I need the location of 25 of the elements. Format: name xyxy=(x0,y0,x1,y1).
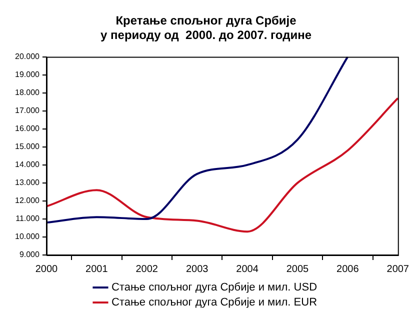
line-series xyxy=(45,97,399,233)
y-tick-label: 19.000 xyxy=(15,70,40,80)
y-tick-label: 10.000 xyxy=(15,232,40,242)
y-tick-label: 9.000 xyxy=(19,250,40,260)
x-tick-label: 2006 xyxy=(336,264,360,275)
y-tick-label: 12.000 xyxy=(15,196,40,206)
y-tick-label: 17.000 xyxy=(15,106,40,116)
x-tick-label: 2003 xyxy=(186,264,209,275)
y-tick-label: 11.000 xyxy=(16,214,40,224)
y-tick-label: 20.000 xyxy=(15,52,40,62)
y-tick-label: 15.000 xyxy=(15,142,40,152)
y-tick-label: 16.000 xyxy=(15,124,40,134)
x-tick-label: 2001 xyxy=(86,264,108,275)
chart-title: Кретање спољног дуга Србије у периоду од 2000. до 2007. године xyxy=(100,14,312,42)
y-tick-label: 18.000 xyxy=(15,88,40,98)
y-tick-label: 14.000 xyxy=(15,160,40,170)
legend-label: Стање спољног дуга Србије и мил. USD xyxy=(111,282,318,294)
x-tick-label: 2005 xyxy=(286,264,310,275)
x-tick-label: 2002 xyxy=(136,264,158,275)
x-tick-label: 2000 xyxy=(35,264,58,275)
y-tick-label: 13.000 xyxy=(15,178,40,188)
legend-label: Стање спољног дуга Србије и мил. EUR xyxy=(111,296,318,309)
line-series xyxy=(45,56,349,224)
x-tick-label: 2004 xyxy=(236,264,259,275)
x-tick-label: 2007 xyxy=(386,264,410,275)
